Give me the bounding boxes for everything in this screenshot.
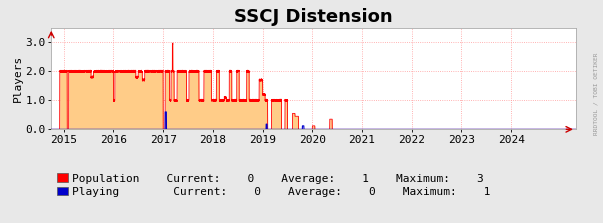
Legend: Population    Current:    0    Average:    1    Maximum:    3, Playing        Cu: Population Current: 0 Average: 1 Maximum… (57, 173, 491, 197)
Text: RRDTOOL / TOBI OETIKER: RRDTOOL / TOBI OETIKER (594, 52, 599, 135)
Y-axis label: Players: Players (13, 55, 23, 102)
Title: SSCJ Distension: SSCJ Distension (234, 8, 393, 26)
